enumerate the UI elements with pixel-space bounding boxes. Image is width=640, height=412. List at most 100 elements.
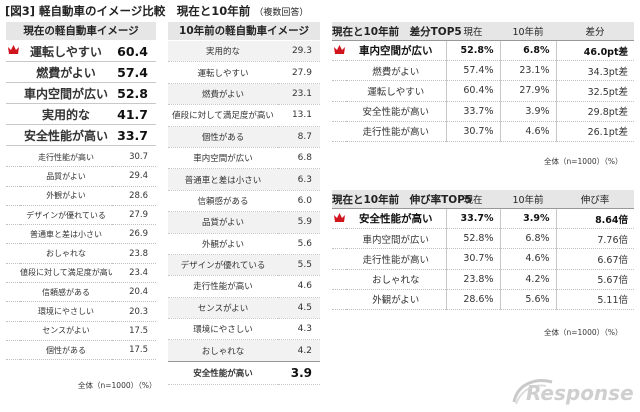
row-value: 27.9 <box>278 61 320 84</box>
rank-mark-cell <box>6 263 20 284</box>
top5-row: 走行性能が高い 30.7% 4.6% 26.1pt差 <box>332 121 635 142</box>
row-label: 値段に対して満足度が高い <box>168 104 278 127</box>
row-value: 4.5 <box>278 297 320 320</box>
row-label: 安全性能が高い <box>346 208 447 230</box>
row-label: 車内空間が広い <box>346 40 447 62</box>
current-other-row: 普通車と差は小さい 26.9 <box>6 224 156 245</box>
row-label: 外観がよい <box>346 289 447 310</box>
top5-row: 走行性能が高い 30.7% 4.6% 6.67倍 <box>332 248 635 270</box>
row-label: 品質がよい <box>168 211 278 234</box>
growth-col-growth: 伸び率 <box>556 190 635 209</box>
row-label: 個性がある <box>168 126 278 148</box>
past-highlight-row: 安全性能が高い 3.9 <box>168 360 320 385</box>
current-other-row: 環境にやさしい 20.3 <box>6 301 156 322</box>
rank-mark-cell <box>332 248 346 270</box>
current-other-row: 品質がよい 29.4 <box>6 166 156 187</box>
row-value: 17.5 <box>112 340 156 361</box>
row-value: 23.8 <box>112 243 156 264</box>
row-label: 走行性能が高い <box>168 275 278 298</box>
now-value: 33.7% <box>445 208 501 230</box>
row-label: 走行性能が高い <box>346 248 447 270</box>
row-label: 信頼感がある <box>20 282 112 303</box>
now-value: 52.8% <box>445 40 501 62</box>
row-label: 運転しやすい <box>168 61 278 84</box>
crown-icon <box>7 45 19 54</box>
before-value: 3.9% <box>499 208 557 230</box>
row-label: 信頼感がある <box>168 190 278 213</box>
footnote-left: 全体（n=1000）（%） <box>78 381 157 390</box>
top5-row: 運転しやすい 60.4% 27.9% 32.5pt差 <box>332 80 635 102</box>
rank-mark-cell <box>6 340 20 361</box>
growth-col-now: 現在 <box>446 190 501 209</box>
row-label: デザインが優れている <box>168 254 278 277</box>
diff-top5-title: 現在と10年前 差分TOP5 <box>332 22 462 41</box>
top5-row: 外観がよい 28.6% 5.6% 5.11倍 <box>332 289 635 310</box>
rank-mark-cell <box>6 205 20 226</box>
now-value: 52.8% <box>445 228 501 250</box>
rank-mark-cell <box>332 228 346 250</box>
diff-col-diff: 差分 <box>556 22 635 41</box>
before-value: 23.1% <box>499 60 557 82</box>
title-text: [図3] 軽自動車のイメージ比較 現在と10年前 <box>5 4 251 18</box>
rank-mark-cell <box>6 301 20 322</box>
growth-value: 5.67倍 <box>555 269 635 290</box>
current-image-other-table: 走行性能が高い 30.7 品質がよい 29.4 外観がよい 28.6 デザインが優れている 2… <box>6 148 156 361</box>
diff-col-before: 10年前 <box>500 22 557 41</box>
rank-mark-cell <box>332 101 346 122</box>
now-value: 57.4% <box>445 60 501 82</box>
row-label: 運転しやすい <box>346 80 447 102</box>
top5-row: 車内空間が広い 52.8% 6.8% 7.76倍 <box>332 228 635 250</box>
diff-value: 32.5pt差 <box>555 80 635 102</box>
row-value: 4.2 <box>278 339 320 362</box>
row-value: 26.9 <box>112 224 156 245</box>
past-row: 走行性能が高い 4.6 <box>168 275 320 298</box>
rank-mark-cell <box>6 103 20 125</box>
row-value: 27.9 <box>112 205 156 226</box>
row-value: 60.4 <box>112 41 156 62</box>
rank-mark-cell <box>6 82 20 104</box>
past-row: 車内空間が広い 6.8 <box>168 147 320 170</box>
current-top-row: 運転しやすい 60.4 <box>6 41 156 62</box>
rank-mark-cell <box>6 224 20 245</box>
current-top-row: 車内空間が広い 52.8 <box>6 82 156 104</box>
past-row: 外観がよい 5.6 <box>168 233 320 255</box>
row-value: 23.1 <box>278 83 320 106</box>
rank-mark-cell <box>6 124 20 146</box>
current-top-row: 実用的な 41.7 <box>6 103 156 125</box>
growth-value: 5.11倍 <box>555 289 635 310</box>
row-value: 6.3 <box>278 168 320 191</box>
past-row: デザインが優れている 5.5 <box>168 254 320 277</box>
rank-mark-cell <box>332 80 346 102</box>
crown-icon <box>333 44 345 54</box>
row-value: 8.7 <box>278 126 320 148</box>
rank-mark-cell <box>332 40 346 62</box>
rank-mark-cell <box>332 121 346 142</box>
rank-mark-cell <box>6 166 20 187</box>
past-row: 信頼感がある 6.0 <box>168 190 320 213</box>
row-label: 外観がよい <box>168 233 278 255</box>
now-value: 30.7% <box>445 121 501 142</box>
row-value: 5.9 <box>278 211 320 234</box>
current-other-row: 値段に対して満足度が高い 23.4 <box>6 263 156 284</box>
title-note: （複数回答） <box>254 8 309 18</box>
before-value: 6.8% <box>499 40 557 62</box>
crown-icon <box>333 212 345 222</box>
past-row: おしゃれな 4.2 <box>168 339 320 362</box>
rank-mark-cell <box>332 269 346 290</box>
row-label: センスがよい <box>20 321 112 341</box>
row-label: 車内空間が広い <box>346 228 447 250</box>
row-value: 4.3 <box>278 318 320 341</box>
svg-text:Response.: Response. <box>526 381 634 405</box>
before-value: 4.2% <box>499 269 557 290</box>
row-label: 運転しやすい <box>20 41 112 62</box>
row-label: 実用的な <box>20 103 112 125</box>
row-value: 6.0 <box>278 190 320 213</box>
row-value: 5.6 <box>278 233 320 255</box>
row-label: 品質がよい <box>20 166 112 187</box>
row-label: おしゃれな <box>346 269 447 290</box>
before-value: 27.9% <box>499 80 557 102</box>
row-value: 29.4 <box>112 166 156 187</box>
row-label: 普通車と差は小さい <box>168 168 278 191</box>
diff-value: 26.1pt差 <box>555 121 635 142</box>
figure-title: [図3] 軽自動車のイメージ比較 現在と10年前 （複数回答） <box>5 3 308 19</box>
